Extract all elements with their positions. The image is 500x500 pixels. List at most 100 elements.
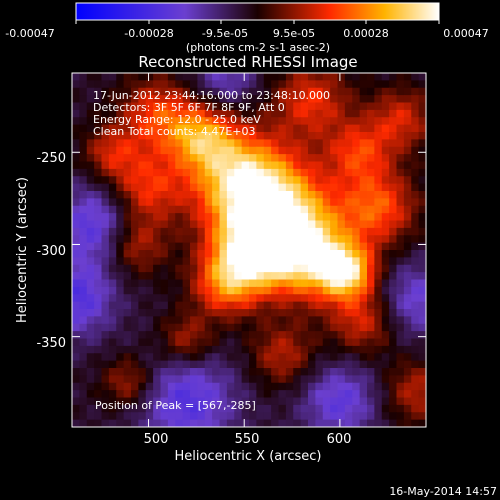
heatmap-cell	[79, 235, 88, 244]
heatmap-cell	[293, 139, 302, 148]
heatmap-cell	[271, 331, 280, 340]
heatmap-cell	[374, 213, 383, 222]
heatmap-cell	[138, 73, 147, 81]
heatmap-cell	[315, 294, 324, 303]
heatmap-cell	[79, 102, 88, 111]
heatmap-cell	[212, 168, 221, 177]
heatmap-cell	[285, 161, 294, 170]
heatmap-cell	[86, 390, 95, 399]
heatmap-cell	[116, 353, 125, 362]
heatmap-cell	[330, 368, 339, 376]
heatmap-cell	[108, 331, 117, 340]
heatmap-cell	[175, 382, 184, 391]
heatmap-cell	[153, 87, 162, 96]
heatmap-cell	[153, 191, 162, 199]
heatmap-cell	[374, 404, 383, 413]
heatmap-cell	[411, 213, 420, 222]
heatmap-cell	[374, 168, 383, 177]
heatmap-cell	[204, 154, 213, 163]
heatmap-cell	[241, 242, 250, 251]
heatmap-cell	[315, 272, 324, 281]
heatmap-cell	[212, 316, 221, 325]
heatmap-cell	[108, 375, 117, 384]
heatmap-cell	[315, 73, 324, 81]
heatmap-cell	[219, 264, 228, 273]
heatmap-cell	[101, 279, 110, 288]
heatmap-cell	[308, 132, 316, 140]
heatmap-cell	[293, 213, 302, 222]
heatmap-cell	[256, 117, 265, 126]
heatmap-cell	[308, 161, 316, 170]
heatmap-cell	[263, 242, 272, 251]
heatmap-cell	[403, 309, 412, 317]
heatmap-cell	[249, 360, 257, 369]
heatmap-cell	[337, 397, 346, 406]
heatmap-cell	[330, 264, 339, 273]
heatmap-cell	[212, 87, 221, 96]
heatmap-cell	[197, 87, 206, 96]
heatmap-cell	[249, 220, 257, 229]
heatmap-cell	[182, 375, 191, 384]
heatmap-cell	[175, 360, 184, 369]
heatmap-cell	[374, 338, 383, 347]
heatmap-cell	[308, 375, 316, 384]
heatmap-cell	[322, 161, 331, 170]
heatmap-cell	[153, 183, 162, 192]
heatmap-cell	[131, 375, 139, 384]
heatmap-cell	[315, 360, 324, 369]
heatmap-cell	[153, 368, 162, 376]
heatmap-cell	[145, 309, 154, 317]
heatmap-cell	[389, 404, 398, 413]
heatmap-cell	[204, 176, 213, 185]
heatmap-cell	[249, 117, 257, 126]
heatmap-cell	[138, 213, 147, 222]
heatmap-cell	[352, 117, 361, 126]
heatmap-cell	[86, 294, 95, 303]
heatmap-cell	[249, 168, 257, 177]
heatmap-cell	[381, 227, 390, 236]
heatmap-cell	[396, 117, 405, 126]
heatmap-cell	[293, 316, 302, 325]
heatmap-cell	[278, 109, 287, 118]
heatmap-cell	[389, 124, 398, 133]
heatmap-cell	[190, 102, 198, 111]
heatmap-cell	[389, 176, 398, 185]
heatmap-cell	[352, 279, 361, 288]
heatmap-cell	[322, 87, 331, 96]
heatmap-cell	[101, 80, 110, 89]
heatmap-cell	[153, 109, 162, 118]
heatmap-cell	[374, 154, 383, 163]
heatmap-cell	[234, 124, 243, 133]
heatmap-cell	[101, 294, 110, 303]
heatmap-cell	[352, 124, 361, 133]
heatmap-cell	[226, 168, 235, 177]
heatmap-cell	[145, 139, 154, 148]
heatmap-cell	[72, 294, 80, 303]
heatmap-cell	[263, 375, 272, 384]
heatmap-cell	[226, 382, 235, 391]
heatmap-cell	[403, 412, 412, 421]
heatmap-cell	[175, 279, 184, 288]
heatmap-cell	[212, 176, 221, 185]
heatmap-cell	[256, 419, 265, 427]
heatmap-cell	[256, 316, 265, 325]
heatmap-cell	[315, 301, 324, 310]
heatmap-cell	[94, 109, 103, 118]
heatmap-cell	[160, 404, 169, 413]
heatmap-cell	[315, 109, 324, 118]
heatmap-cell	[293, 419, 302, 427]
heatmap-cell	[101, 397, 110, 406]
heatmap-cell	[160, 338, 169, 347]
heatmap-cell	[101, 146, 110, 155]
heatmap-cell	[145, 95, 154, 104]
heatmap-cell	[418, 331, 426, 340]
heatmap-cell	[300, 154, 309, 163]
heatmap-cell	[204, 360, 213, 369]
heatmap-cell	[344, 95, 353, 104]
heatmap-cell	[79, 412, 88, 421]
heatmap-cell	[263, 154, 272, 163]
heatmap-cell	[337, 331, 346, 340]
heatmap-cell	[374, 95, 383, 104]
heatmap-cell	[160, 220, 169, 229]
heatmap-cell	[315, 132, 324, 140]
